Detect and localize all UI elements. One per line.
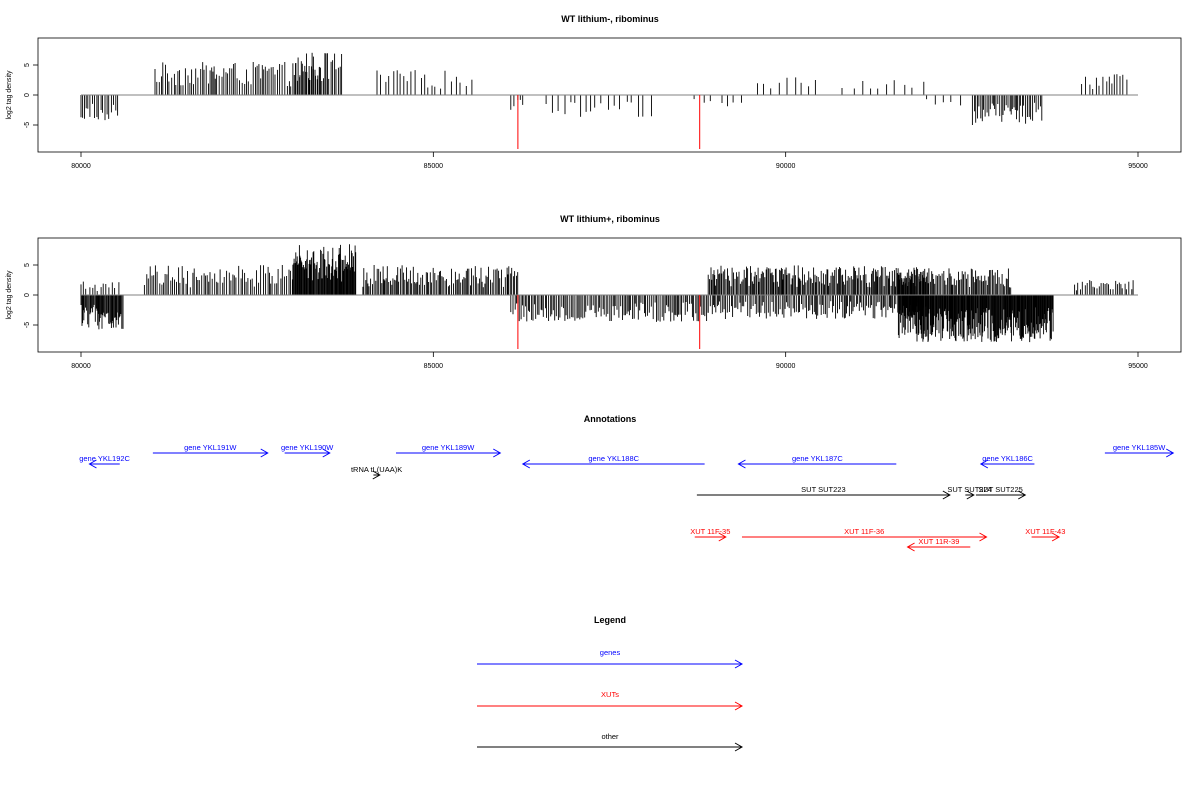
x-tick-label: 85000: [424, 363, 444, 370]
feature-arrowhead: [966, 490, 975, 500]
chart-2-x-axis: 80000 85000 90000 95000: [71, 352, 1148, 370]
y-tick-label: 5: [24, 63, 31, 67]
x-tick-label: 80000: [71, 163, 91, 170]
chart-panel-2: WT lithium+, ribominus log2 tag density …: [6, 214, 1182, 370]
feature-arrowhead: [322, 448, 331, 458]
feature-gene-ykl187c: gene YKL187C: [737, 454, 897, 469]
chart-1-y-axis: -5 0 5: [24, 63, 38, 128]
legend-panel: Legend genes XUTs other: [477, 615, 744, 752]
feature-sut-sut224: SUT SUT224: [947, 485, 992, 500]
chart-2-title: WT lithium+, ribominus: [560, 214, 660, 224]
feature-trna-tl-uaa-k: tRNA tL(UAA)K: [351, 465, 402, 480]
x-tick-label: 90000: [776, 163, 796, 170]
feature-label: tRNA tL(UAA)K: [351, 465, 402, 474]
feature-label: gene YKL188C: [588, 454, 639, 463]
y-tick-label: 0: [24, 293, 31, 297]
chart-1-x-axis: 80000 85000 90000 95000: [71, 152, 1148, 170]
feature-arrowhead: [88, 459, 97, 469]
feature-label: XUT 11F-43: [1025, 527, 1065, 536]
feature-gene-ykl190w: gene YKL190W: [281, 443, 334, 458]
feature-gene-ykl189w: gene YKL189W: [395, 443, 502, 458]
feature-arrowhead: [906, 542, 915, 552]
feature-gene-ykl192c: gene YKL192C: [79, 454, 131, 469]
feature-gene-ykl188c: gene YKL188C: [521, 454, 705, 469]
feature-arrowhead: [372, 470, 381, 480]
feature-label: XUT 11F-35: [690, 527, 730, 536]
feature-label: SUT SUT225: [978, 485, 1022, 494]
feature-arrowhead: [1051, 532, 1061, 542]
feature-label: SUT SUT224: [947, 485, 991, 494]
feature-label: gene YKL191W: [184, 443, 237, 452]
x-tick-label: 80000: [71, 363, 91, 370]
legend-arrowhead-genes: [734, 659, 744, 669]
chart-2-highlights: [517, 295, 701, 349]
feature-arrowhead: [942, 490, 951, 500]
feature-xut-11r-39: XUT 11R-39: [906, 537, 971, 552]
legend-arrowhead-other: [734, 742, 744, 752]
feature-label: XUT 11R-39: [918, 537, 959, 546]
x-tick-label: 90000: [776, 363, 796, 370]
legend-arrowhead-xuts: [734, 701, 744, 711]
feature-label: gene YKL186C: [982, 454, 1033, 463]
annotations-title: Annotations: [584, 414, 637, 424]
legend-item-xuts: XUTs: [477, 690, 744, 711]
y-tick-label: 5: [24, 263, 31, 267]
legend-label-xuts: XUTs: [601, 690, 619, 699]
y-tick-label: -5: [24, 122, 31, 128]
feature-gene-ykl191w: gene YKL191W: [152, 443, 269, 458]
feature-arrowhead: [1018, 490, 1027, 500]
feature-label: SUT SUT223: [801, 485, 845, 494]
feature-sut-sut225: SUT SUT225: [975, 485, 1027, 500]
legend-label-other: other: [601, 732, 619, 741]
feature-arrowhead: [493, 448, 502, 458]
feature-arrowhead: [979, 532, 988, 542]
feature-arrowhead: [260, 448, 269, 458]
feature-arrowhead: [521, 459, 531, 469]
y-tick-label: -5: [24, 322, 31, 328]
feature-sut-sut223: SUT SUT223: [696, 485, 951, 500]
feature-label: gene YKL187C: [792, 454, 843, 463]
chart-1-title: WT lithium-, ribominus: [561, 14, 659, 24]
chart-2-y-axis-label: log2 tag density: [6, 270, 13, 320]
x-tick-label: 95000: [1128, 163, 1148, 170]
feature-label: gene YKL185W: [1113, 443, 1166, 452]
feature-gene-ykl185w: gene YKL185W: [1104, 443, 1175, 458]
annotation-features: gene YKL192C gene YKL191W gene YKL190W gene…: [79, 443, 1175, 552]
feature-label: gene YKL189W: [422, 443, 475, 452]
feature-xut-11f-36: XUT 11F-36: [741, 527, 988, 542]
legend-item-other: other: [477, 732, 744, 752]
feature-label: XUT 11F-36: [844, 527, 884, 536]
legend-item-genes: genes: [477, 648, 744, 669]
feature-arrowhead: [979, 459, 989, 469]
chart-panel-1: WT lithium-, ribominus log2 tag density …: [6, 14, 1182, 170]
feature-label: gene YKL190W: [281, 443, 334, 452]
feature-xut-11f-35: XUT 11F-35: [690, 527, 730, 542]
chart-2-y-axis: -5 0 5: [24, 263, 38, 328]
legend-title: Legend: [594, 615, 626, 625]
chart-1-bars: [80, 52, 1128, 125]
x-tick-label: 85000: [424, 163, 444, 170]
chart-1-highlights: [517, 95, 701, 149]
chart-1-y-axis-label: log2 tag density: [6, 70, 13, 120]
legend-label-genes: genes: [600, 648, 621, 657]
feature-arrowhead: [718, 532, 727, 542]
feature-arrowhead: [737, 459, 746, 469]
feature-label: gene YKL192C: [79, 454, 130, 463]
feature-arrowhead: [1165, 448, 1175, 458]
x-tick-label: 95000: [1128, 363, 1148, 370]
feature-xut-11f-43: XUT 11F-43: [1025, 527, 1065, 542]
chart-2-bars: [80, 244, 1134, 343]
y-tick-label: 0: [24, 93, 31, 97]
feature-gene-ykl186c: gene YKL186C: [979, 454, 1035, 469]
